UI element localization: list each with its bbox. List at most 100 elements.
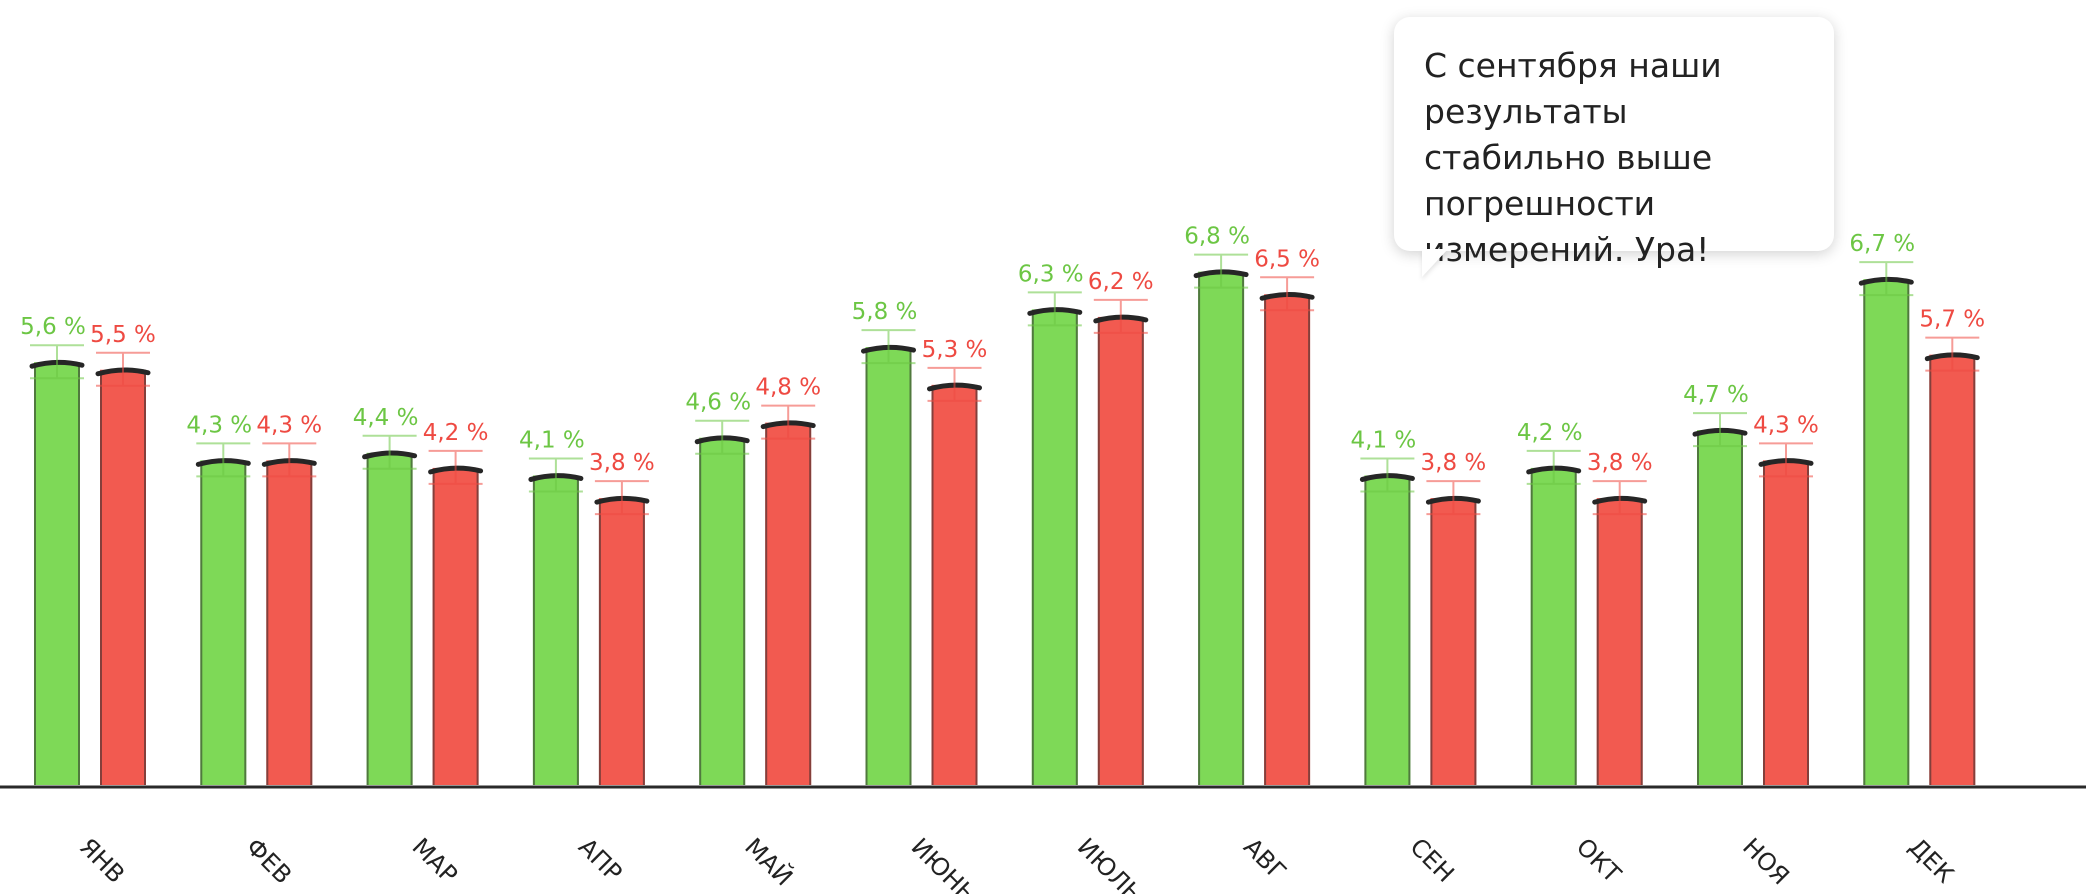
error-bar-red-12 bbox=[1925, 336, 1980, 372]
bar-outline-red-4 bbox=[598, 500, 645, 785]
bar-outline-red-9 bbox=[1430, 500, 1477, 785]
value-label-green-1: 5,6 % bbox=[20, 314, 86, 340]
bar-green-6 bbox=[865, 347, 912, 785]
month-label-7: ИЮЛЬ bbox=[1072, 833, 1147, 894]
error-bar-red-2 bbox=[262, 442, 317, 478]
bar-outline-green-12 bbox=[1863, 281, 1910, 785]
value-label-red-7: 6,2 % bbox=[1088, 269, 1154, 295]
bar-outline-red-2 bbox=[266, 462, 313, 785]
bar-green-5 bbox=[699, 437, 746, 785]
month-label-11: НОЯ bbox=[1737, 833, 1795, 891]
error-bar-green-8 bbox=[1194, 253, 1249, 289]
value-label-green-7: 6,3 % bbox=[1018, 261, 1084, 287]
value-label-green-6: 5,8 % bbox=[852, 299, 918, 325]
month-label-1: ЯНВ bbox=[74, 833, 130, 889]
value-label-red-8: 6,5 % bbox=[1254, 246, 1320, 272]
bar-outline-green-3 bbox=[366, 454, 413, 785]
bar-green-10 bbox=[1530, 467, 1577, 785]
bar-red-6 bbox=[931, 384, 978, 785]
bar-outline-red-12 bbox=[1929, 356, 1976, 785]
bar-red-10 bbox=[1596, 498, 1643, 785]
callout-tail bbox=[1422, 249, 1448, 277]
error-bar-red-7 bbox=[1093, 298, 1148, 334]
bar-red-2 bbox=[266, 460, 313, 785]
value-label-red-6: 5,3 % bbox=[922, 337, 988, 363]
month-label-6: ИЮНЬ bbox=[906, 833, 981, 894]
value-label-green-2: 4,3 % bbox=[186, 412, 252, 438]
bar-red-7 bbox=[1097, 316, 1144, 785]
error-bar-red-4 bbox=[594, 480, 649, 516]
bar-red-9 bbox=[1430, 498, 1477, 785]
error-bar-green-2 bbox=[196, 442, 251, 478]
error-bar-green-9 bbox=[1360, 457, 1415, 493]
bar-outline-red-1 bbox=[100, 371, 146, 785]
month-label-9: СЕН bbox=[1404, 833, 1459, 888]
value-label-red-9: 3,8 % bbox=[1421, 450, 1487, 476]
bar-outline-green-4 bbox=[532, 477, 579, 785]
month-label-2: ФЕВ bbox=[240, 833, 297, 890]
error-bar-red-3 bbox=[428, 449, 483, 485]
bar-red-4 bbox=[598, 498, 645, 785]
bar-outline-green-8 bbox=[1198, 273, 1245, 785]
month-label-3: МАР bbox=[407, 833, 463, 889]
value-label-red-3: 4,2 % bbox=[423, 420, 489, 446]
error-bar-green-5 bbox=[695, 419, 750, 455]
error-bar-green-3 bbox=[362, 434, 417, 470]
bar-outline-red-3 bbox=[432, 469, 479, 785]
bar-outline-green-11 bbox=[1697, 432, 1743, 785]
error-bar-green-4 bbox=[528, 457, 583, 493]
month-label-4: АПР bbox=[573, 833, 627, 887]
bar-green-4 bbox=[532, 475, 579, 785]
value-label-green-5: 4,6 % bbox=[685, 390, 751, 416]
value-label-red-5: 4,8 % bbox=[755, 375, 821, 401]
bar-red-3 bbox=[432, 467, 479, 785]
value-label-green-12: 6,7 % bbox=[1849, 231, 1915, 257]
value-label-green-8: 6,8 % bbox=[1184, 224, 1250, 250]
error-bar-green-7 bbox=[1027, 291, 1082, 327]
error-bar-red-5 bbox=[761, 404, 816, 440]
bar-red-8 bbox=[1264, 294, 1311, 785]
error-bar-red-1 bbox=[96, 351, 150, 387]
error-bar-red-8 bbox=[1260, 276, 1315, 312]
value-label-red-11: 4,3 % bbox=[1753, 412, 1819, 438]
value-label-green-3: 4,4 % bbox=[353, 405, 419, 431]
bar-outline-green-10 bbox=[1530, 469, 1577, 785]
month-label-12: ДЕК bbox=[1903, 833, 1959, 889]
bar-green-12 bbox=[1863, 279, 1910, 785]
bar-outline-green-5 bbox=[699, 439, 746, 785]
bar-green-1 bbox=[34, 362, 80, 785]
value-label-green-11: 4,7 % bbox=[1683, 382, 1749, 408]
error-bar-green-12 bbox=[1859, 261, 1914, 297]
month-label-8: АВГ bbox=[1238, 833, 1291, 886]
value-label-red-12: 5,7 % bbox=[1919, 307, 1985, 333]
bar-outline-red-6 bbox=[931, 386, 978, 785]
bar-outline-red-8 bbox=[1264, 296, 1311, 785]
bar-outline-green-2 bbox=[200, 462, 247, 785]
bar-outline-red-11 bbox=[1763, 462, 1809, 785]
error-bar-green-1 bbox=[30, 344, 84, 380]
error-bar-green-6 bbox=[861, 329, 916, 365]
bar-green-7 bbox=[1031, 309, 1078, 785]
error-bar-red-11 bbox=[1759, 442, 1813, 478]
error-bar-red-6 bbox=[927, 366, 982, 402]
bar-outline-red-5 bbox=[765, 424, 812, 785]
bar-green-3 bbox=[366, 452, 413, 785]
error-bar-green-10 bbox=[1526, 449, 1581, 485]
bars-layer bbox=[29, 253, 1980, 786]
error-bar-green-11 bbox=[1693, 412, 1747, 448]
month-label-5: МАЙ bbox=[739, 832, 798, 891]
value-label-red-2: 4,3 % bbox=[256, 412, 322, 438]
bar-green-8 bbox=[1198, 271, 1245, 786]
bar-green-2 bbox=[200, 460, 247, 785]
bar-red-12 bbox=[1929, 354, 1976, 785]
bar-red-11 bbox=[1763, 460, 1809, 785]
bar-red-1 bbox=[100, 369, 146, 785]
error-bar-red-10 bbox=[1592, 480, 1647, 516]
bar-red-5 bbox=[765, 422, 812, 785]
annotation-text: С сентября наши результаты стабильно выш… bbox=[1424, 46, 1722, 269]
bar-green-11 bbox=[1697, 430, 1743, 785]
value-label-green-10: 4,2 % bbox=[1517, 420, 1583, 446]
value-label-red-10: 3,8 % bbox=[1587, 450, 1653, 476]
